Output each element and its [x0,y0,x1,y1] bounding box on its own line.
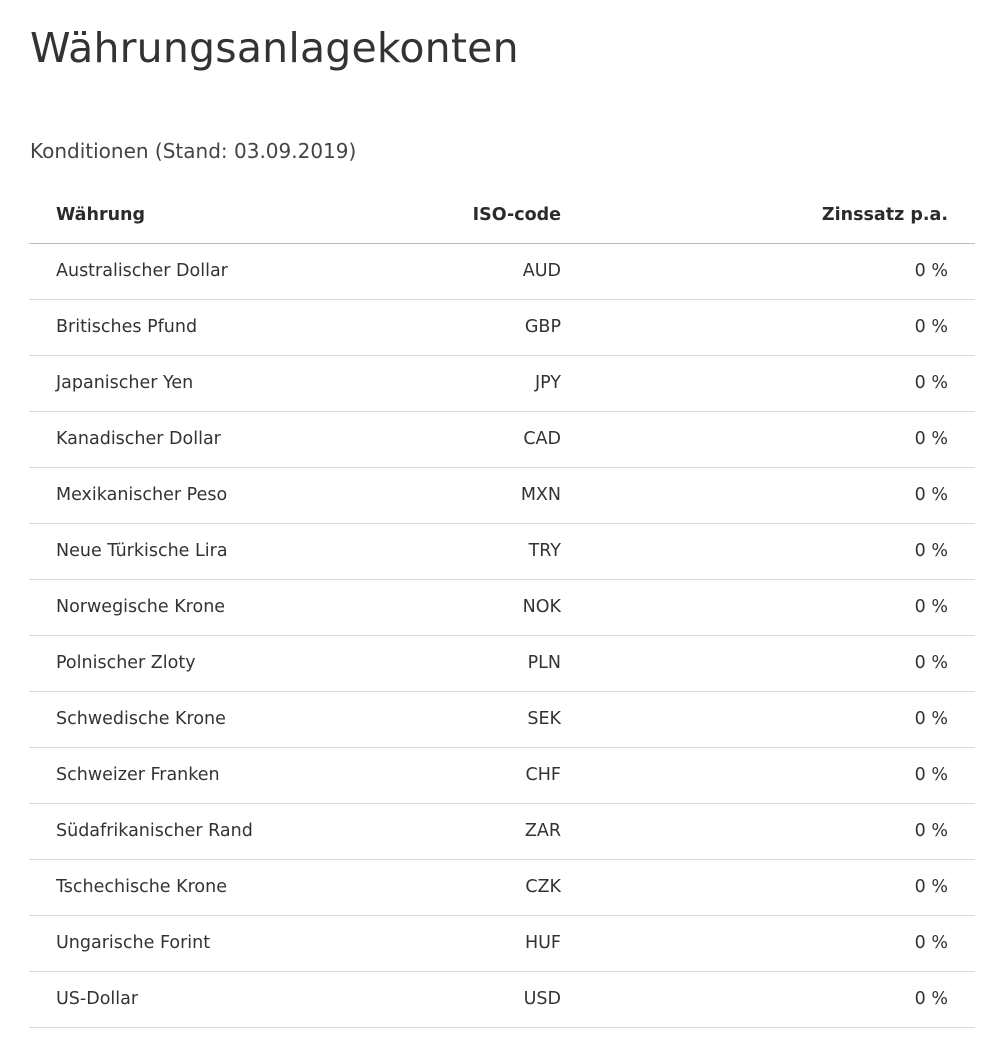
table-row: Kanadischer Dollar CAD 0 % [29,412,975,468]
iso-code: CAD [523,429,561,449]
iso-code: PLN [527,653,561,673]
currency-name: Südafrikanischer Rand [56,821,253,841]
iso-code: JPY [534,373,561,393]
table-row: Schwedische Krone SEK 0 % [29,692,975,748]
conditions-subtitle: Konditionen (Stand: 03.09.2019) [30,139,357,163]
table-row: Norwegische Krone NOK 0 % [29,580,975,636]
interest-rate: 0 % [914,597,948,617]
interest-rate: 0 % [914,933,948,953]
table-row: Australischer Dollar AUD 0 % [29,244,975,300]
interest-rate: 0 % [914,541,948,561]
iso-code: SEK [527,709,561,729]
table-row: US-Dollar USD 0 % [29,972,975,1028]
iso-code: ZAR [524,821,561,841]
currency-name: Polnischer Zloty [56,653,196,673]
iso-code: HUF [524,933,561,953]
interest-rate: 0 % [914,485,948,505]
currency-name: Kanadischer Dollar [56,429,221,449]
currency-name: US-Dollar [56,989,139,1009]
table-row: Neue Türkische Lira TRY 0 % [29,524,975,580]
interest-rate: 0 % [914,709,948,729]
interest-rate: 0 % [914,373,948,393]
table-row: Schweizer Franken CHF 0 % [29,748,975,804]
interest-rate: 0 % [914,989,948,1009]
interest-rate: 0 % [914,317,948,337]
currency-rates-table: Währung ISO-code Zinssatz p.a. Australis… [29,188,975,1028]
table-header-row: Währung ISO-code Zinssatz p.a. [29,188,975,244]
iso-code: AUD [522,261,561,281]
interest-rate: 0 % [914,653,948,673]
table-row: Japanischer Yen JPY 0 % [29,356,975,412]
table-row: Ungarische Forint HUF 0 % [29,916,975,972]
currency-name: Britisches Pfund [56,317,198,337]
iso-code: TRY [528,541,561,561]
currency-name: Japanischer Yen [56,373,194,393]
currency-name: Norwegische Krone [56,597,226,617]
page-title: Währungsanlagekonten [30,24,519,72]
currency-name: Australischer Dollar [56,261,228,281]
table-row: Tschechische Krone CZK 0 % [29,860,975,916]
iso-code: CHF [525,765,561,785]
interest-rate: 0 % [914,821,948,841]
table-row: Südafrikanischer Rand ZAR 0 % [29,804,975,860]
currency-name: Tschechische Krone [56,877,227,897]
iso-code: USD [523,989,561,1009]
currency-name: Ungarische Forint [56,933,211,953]
header-currency: Währung [56,205,146,225]
currency-name: Neue Türkische Lira [56,541,228,561]
iso-code: CZK [525,877,561,897]
currency-name: Schweizer Franken [56,765,220,785]
interest-rate: 0 % [914,261,948,281]
iso-code: NOK [522,597,561,617]
iso-code: MXN [520,485,561,505]
currency-name: Mexikanischer Peso [56,485,228,505]
header-iso-code: ISO-code [472,205,561,225]
header-interest-rate: Zinssatz p.a. [821,205,948,225]
interest-rate: 0 % [914,877,948,897]
currency-name: Schwedische Krone [56,709,226,729]
table-row: Polnischer Zloty PLN 0 % [29,636,975,692]
table-row: Britisches Pfund GBP 0 % [29,300,975,356]
interest-rate: 0 % [914,765,948,785]
table-row: Mexikanischer Peso MXN 0 % [29,468,975,524]
interest-rate: 0 % [914,429,948,449]
iso-code: GBP [524,317,561,337]
